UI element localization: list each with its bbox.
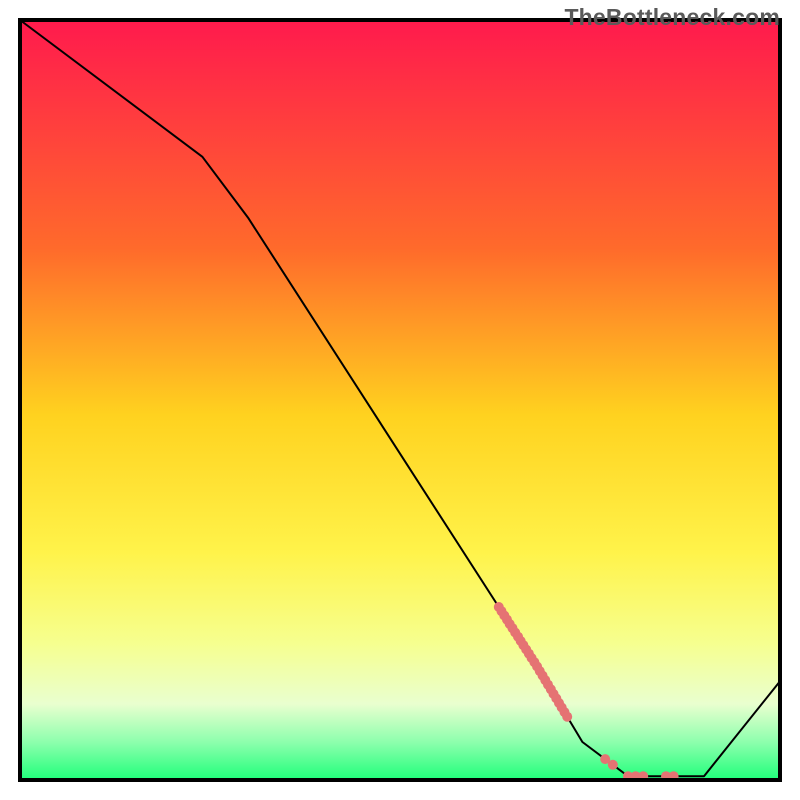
watermark: TheBottleneck.com — [564, 4, 780, 31]
data-marker — [608, 760, 618, 770]
chart-frame: TheBottleneck.com — [0, 0, 800, 800]
gradient-background — [20, 20, 780, 780]
bottleneck-chart — [0, 0, 800, 800]
data-marker — [562, 712, 572, 722]
